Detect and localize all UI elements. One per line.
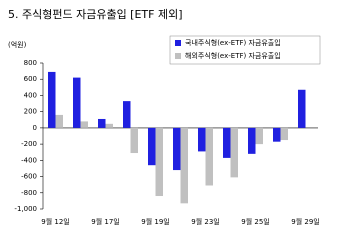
x-tick-label: 9월 19일 [141, 217, 169, 226]
bar [198, 127, 206, 152]
x-tick-label: 9월 23일 [191, 217, 219, 226]
legend-box [169, 35, 321, 65]
bar [80, 121, 88, 128]
y-tick-label: -800 [21, 189, 37, 197]
x-tick-label: 9월 25일 [241, 217, 269, 226]
bar [298, 89, 306, 128]
x-tick-label: 9월 29일 [291, 217, 319, 226]
y-tick-label: 0 [33, 124, 37, 132]
legend-swatch [175, 53, 181, 59]
y-tick-label: -1,000 [14, 205, 37, 213]
y-tick-label: 200 [24, 108, 37, 116]
bar [205, 127, 213, 186]
bar [248, 127, 256, 154]
legend-label: 국내주식형(ex-ETF) 자금유출입 [185, 38, 281, 47]
bar [105, 123, 113, 128]
bar [123, 101, 131, 128]
x-tick-label: 9월 17일 [91, 217, 119, 226]
bar [48, 71, 56, 128]
chart-title: 5. 주식형펀드 자금유출입 [ETF 제외] [8, 8, 183, 21]
bar [230, 127, 238, 178]
bar [155, 127, 163, 197]
y-tick-label: 800 [24, 59, 37, 67]
bar [180, 127, 188, 204]
y-tick-label: -200 [21, 140, 37, 148]
y-tick-label: -400 [21, 156, 37, 164]
bar [73, 77, 81, 128]
bar [55, 114, 63, 128]
y-tick-label: 600 [24, 75, 37, 83]
legend-label: 해외주식형(ex-ETF) 자금유출입 [185, 51, 281, 60]
bar [255, 127, 263, 145]
bar [98, 118, 106, 128]
bar [130, 127, 138, 154]
y-tick-label: -600 [21, 173, 37, 181]
bar [173, 127, 181, 171]
legend-swatch [175, 40, 181, 46]
bar [223, 127, 231, 158]
y-tick-label: 400 [24, 91, 37, 99]
x-tick-label: 9월 12일 [41, 217, 69, 226]
y-axis-label: (억원) [8, 40, 27, 49]
bar [273, 127, 281, 142]
bar [148, 127, 156, 166]
bar [280, 127, 288, 141]
